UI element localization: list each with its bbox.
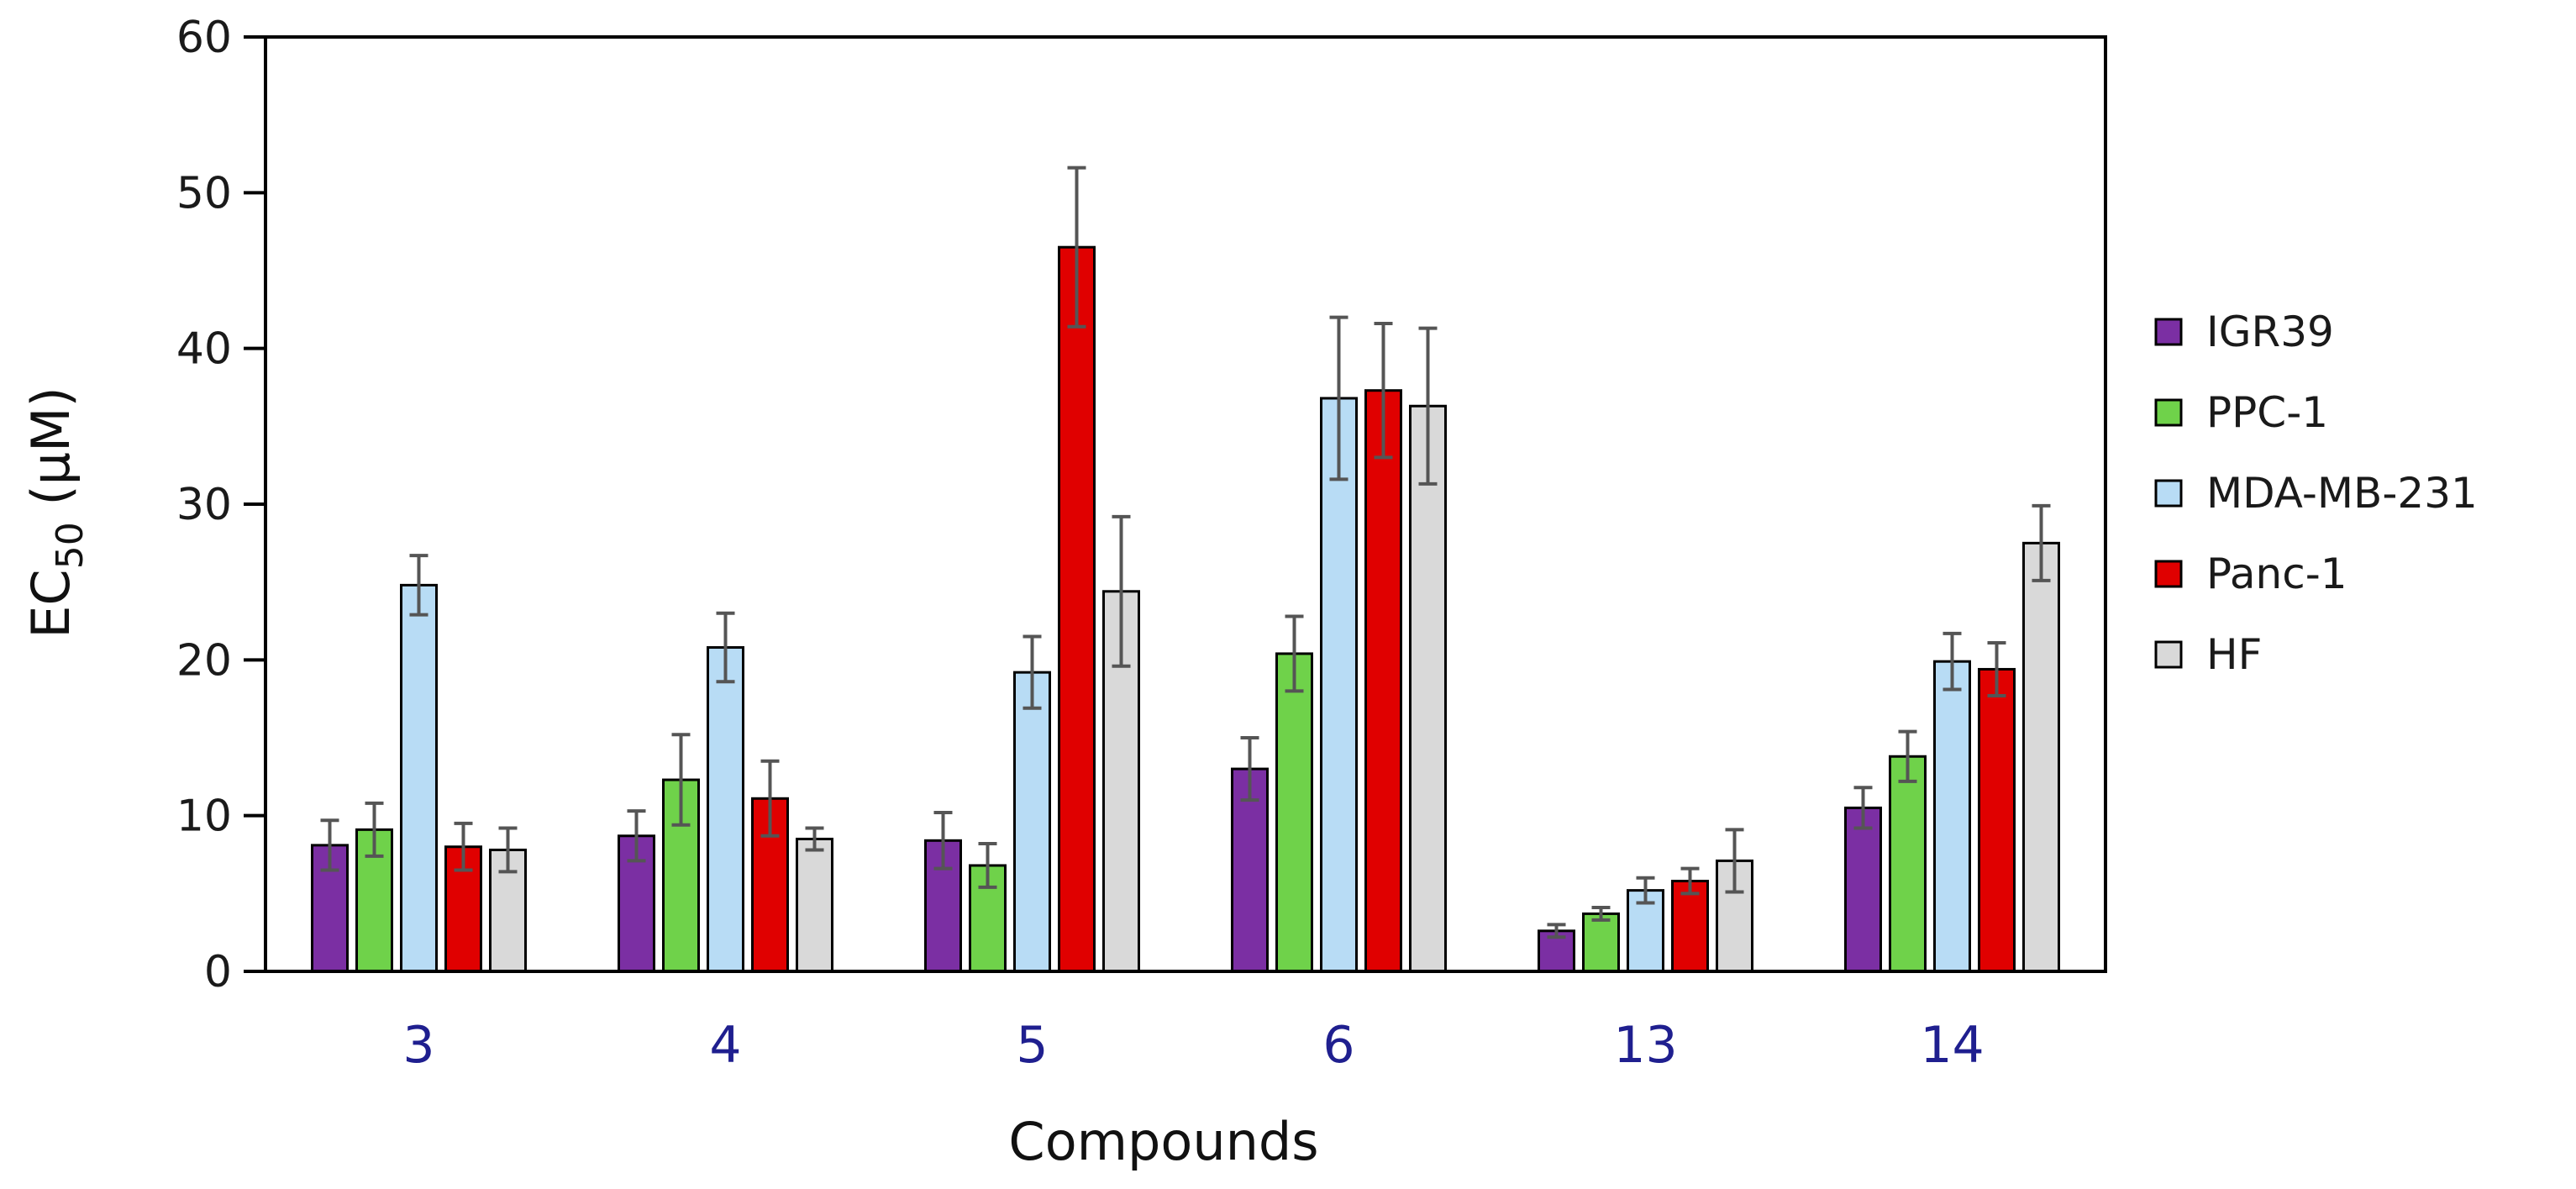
bar-mda-mb-231-4 [707, 646, 744, 973]
x-tick-label: 5 [1016, 1016, 1048, 1075]
legend-label-ppc-1: PPC-1 [2206, 388, 2328, 437]
legend: IGR39 PPC-1 MDA-MB-231 Panc-1 HF [2154, 308, 2478, 679]
bar-hf-6 [1409, 404, 1447, 973]
plot-frame [264, 35, 2107, 973]
x-axis-title: Compounds [1008, 1111, 1318, 1172]
y-tick-label: 40 [176, 324, 232, 375]
legend-swatch-igr39 [2154, 318, 2183, 346]
y-axis-title-main: EC [20, 569, 81, 638]
bar-mda-mb-231-14 [1933, 660, 1971, 973]
bar-panc-1-5 [1058, 245, 1096, 973]
y-tick-label: 0 [204, 947, 232, 997]
bar-ppc-1-14 [1889, 755, 1927, 973]
bar-igr39-14 [1844, 806, 1882, 973]
bar-panc-1-6 [1364, 389, 1402, 973]
bars [311, 166, 2060, 973]
x-axis-ticks: 3 4 5 6 13 14 [402, 1016, 1984, 1075]
legend-label-igr39: IGR39 [2206, 308, 2334, 356]
bar-hf-14 [2022, 541, 2060, 973]
legend-label-mda-mb-231: MDA-MB-231 [2206, 469, 2478, 518]
legend-swatch-hf [2154, 640, 2183, 669]
x-tick-label: 13 [1613, 1016, 1677, 1075]
y-tick-label: 10 [176, 792, 232, 842]
bar-ppc-1-6 [1275, 652, 1313, 973]
bar-mda-mb-231-6 [1320, 397, 1358, 973]
bar-ppc-1-13 [1582, 912, 1620, 973]
y-tick-label: 60 [176, 13, 232, 63]
legend-swatch-mda-mb-231 [2154, 479, 2183, 508]
y-axis-title: EC50 (μM) [20, 387, 92, 639]
y-tick-label: 20 [176, 635, 232, 686]
bar-ppc-1-5 [969, 864, 1007, 973]
y-axis-title-unit: (μM) [20, 387, 81, 522]
x-tick-label: 6 [1322, 1016, 1354, 1075]
y-tick-label: 50 [176, 168, 232, 218]
x-tick-label: 14 [1920, 1016, 1984, 1075]
x-tick-label: 4 [709, 1016, 741, 1075]
legend-label-hf: HF [2206, 630, 2262, 679]
y-axis-ticks: 0 10 20 30 40 50 60 [176, 13, 265, 997]
legend-swatch-ppc-1 [2154, 398, 2183, 427]
bar-panc-1-14 [1978, 667, 2016, 973]
x-tick-label: 3 [402, 1016, 434, 1075]
bar-hf-4 [796, 837, 833, 973]
bar-mda-mb-231-5 [1013, 671, 1051, 973]
legend-label-panc-1: Panc-1 [2206, 550, 2347, 598]
legend-swatch-panc-1 [2154, 560, 2183, 588]
y-axis-title-subscript: 50 [49, 522, 92, 569]
bar-mda-mb-231-3 [400, 583, 438, 973]
y-tick-label: 30 [176, 480, 232, 530]
